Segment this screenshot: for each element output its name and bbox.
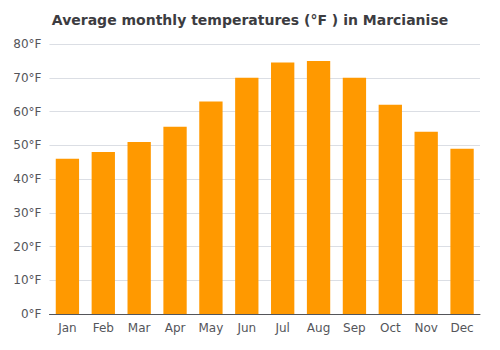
svg-text:Apr: Apr [165, 321, 186, 335]
svg-text:Dec: Dec [450, 321, 473, 335]
svg-text:10°F: 10°F [13, 273, 41, 287]
svg-text:Aug: Aug [307, 321, 330, 335]
svg-text:0°F: 0°F [21, 307, 42, 321]
svg-text:Oct: Oct [380, 321, 401, 335]
svg-text:Jun: Jun [236, 321, 256, 335]
svg-text:20°F: 20°F [13, 240, 41, 254]
svg-text:Mar: Mar [128, 321, 151, 335]
svg-text:50°F: 50°F [13, 138, 41, 152]
svg-text:80°F: 80°F [13, 37, 41, 51]
svg-text:60°F: 60°F [13, 105, 41, 119]
svg-text:Sep: Sep [343, 321, 366, 335]
svg-text:40°F: 40°F [13, 172, 41, 186]
svg-text:Average monthly temperatures (: Average monthly temperatures (°F ) in Ma… [52, 12, 448, 28]
svg-text:May: May [199, 321, 224, 335]
svg-text:Jan: Jan [57, 321, 77, 335]
svg-text:Jul: Jul [274, 321, 289, 335]
svg-text:Nov: Nov [414, 321, 437, 335]
svg-text:30°F: 30°F [13, 206, 41, 220]
svg-text:70°F: 70°F [13, 71, 41, 85]
svg-text:Feb: Feb [93, 321, 114, 335]
